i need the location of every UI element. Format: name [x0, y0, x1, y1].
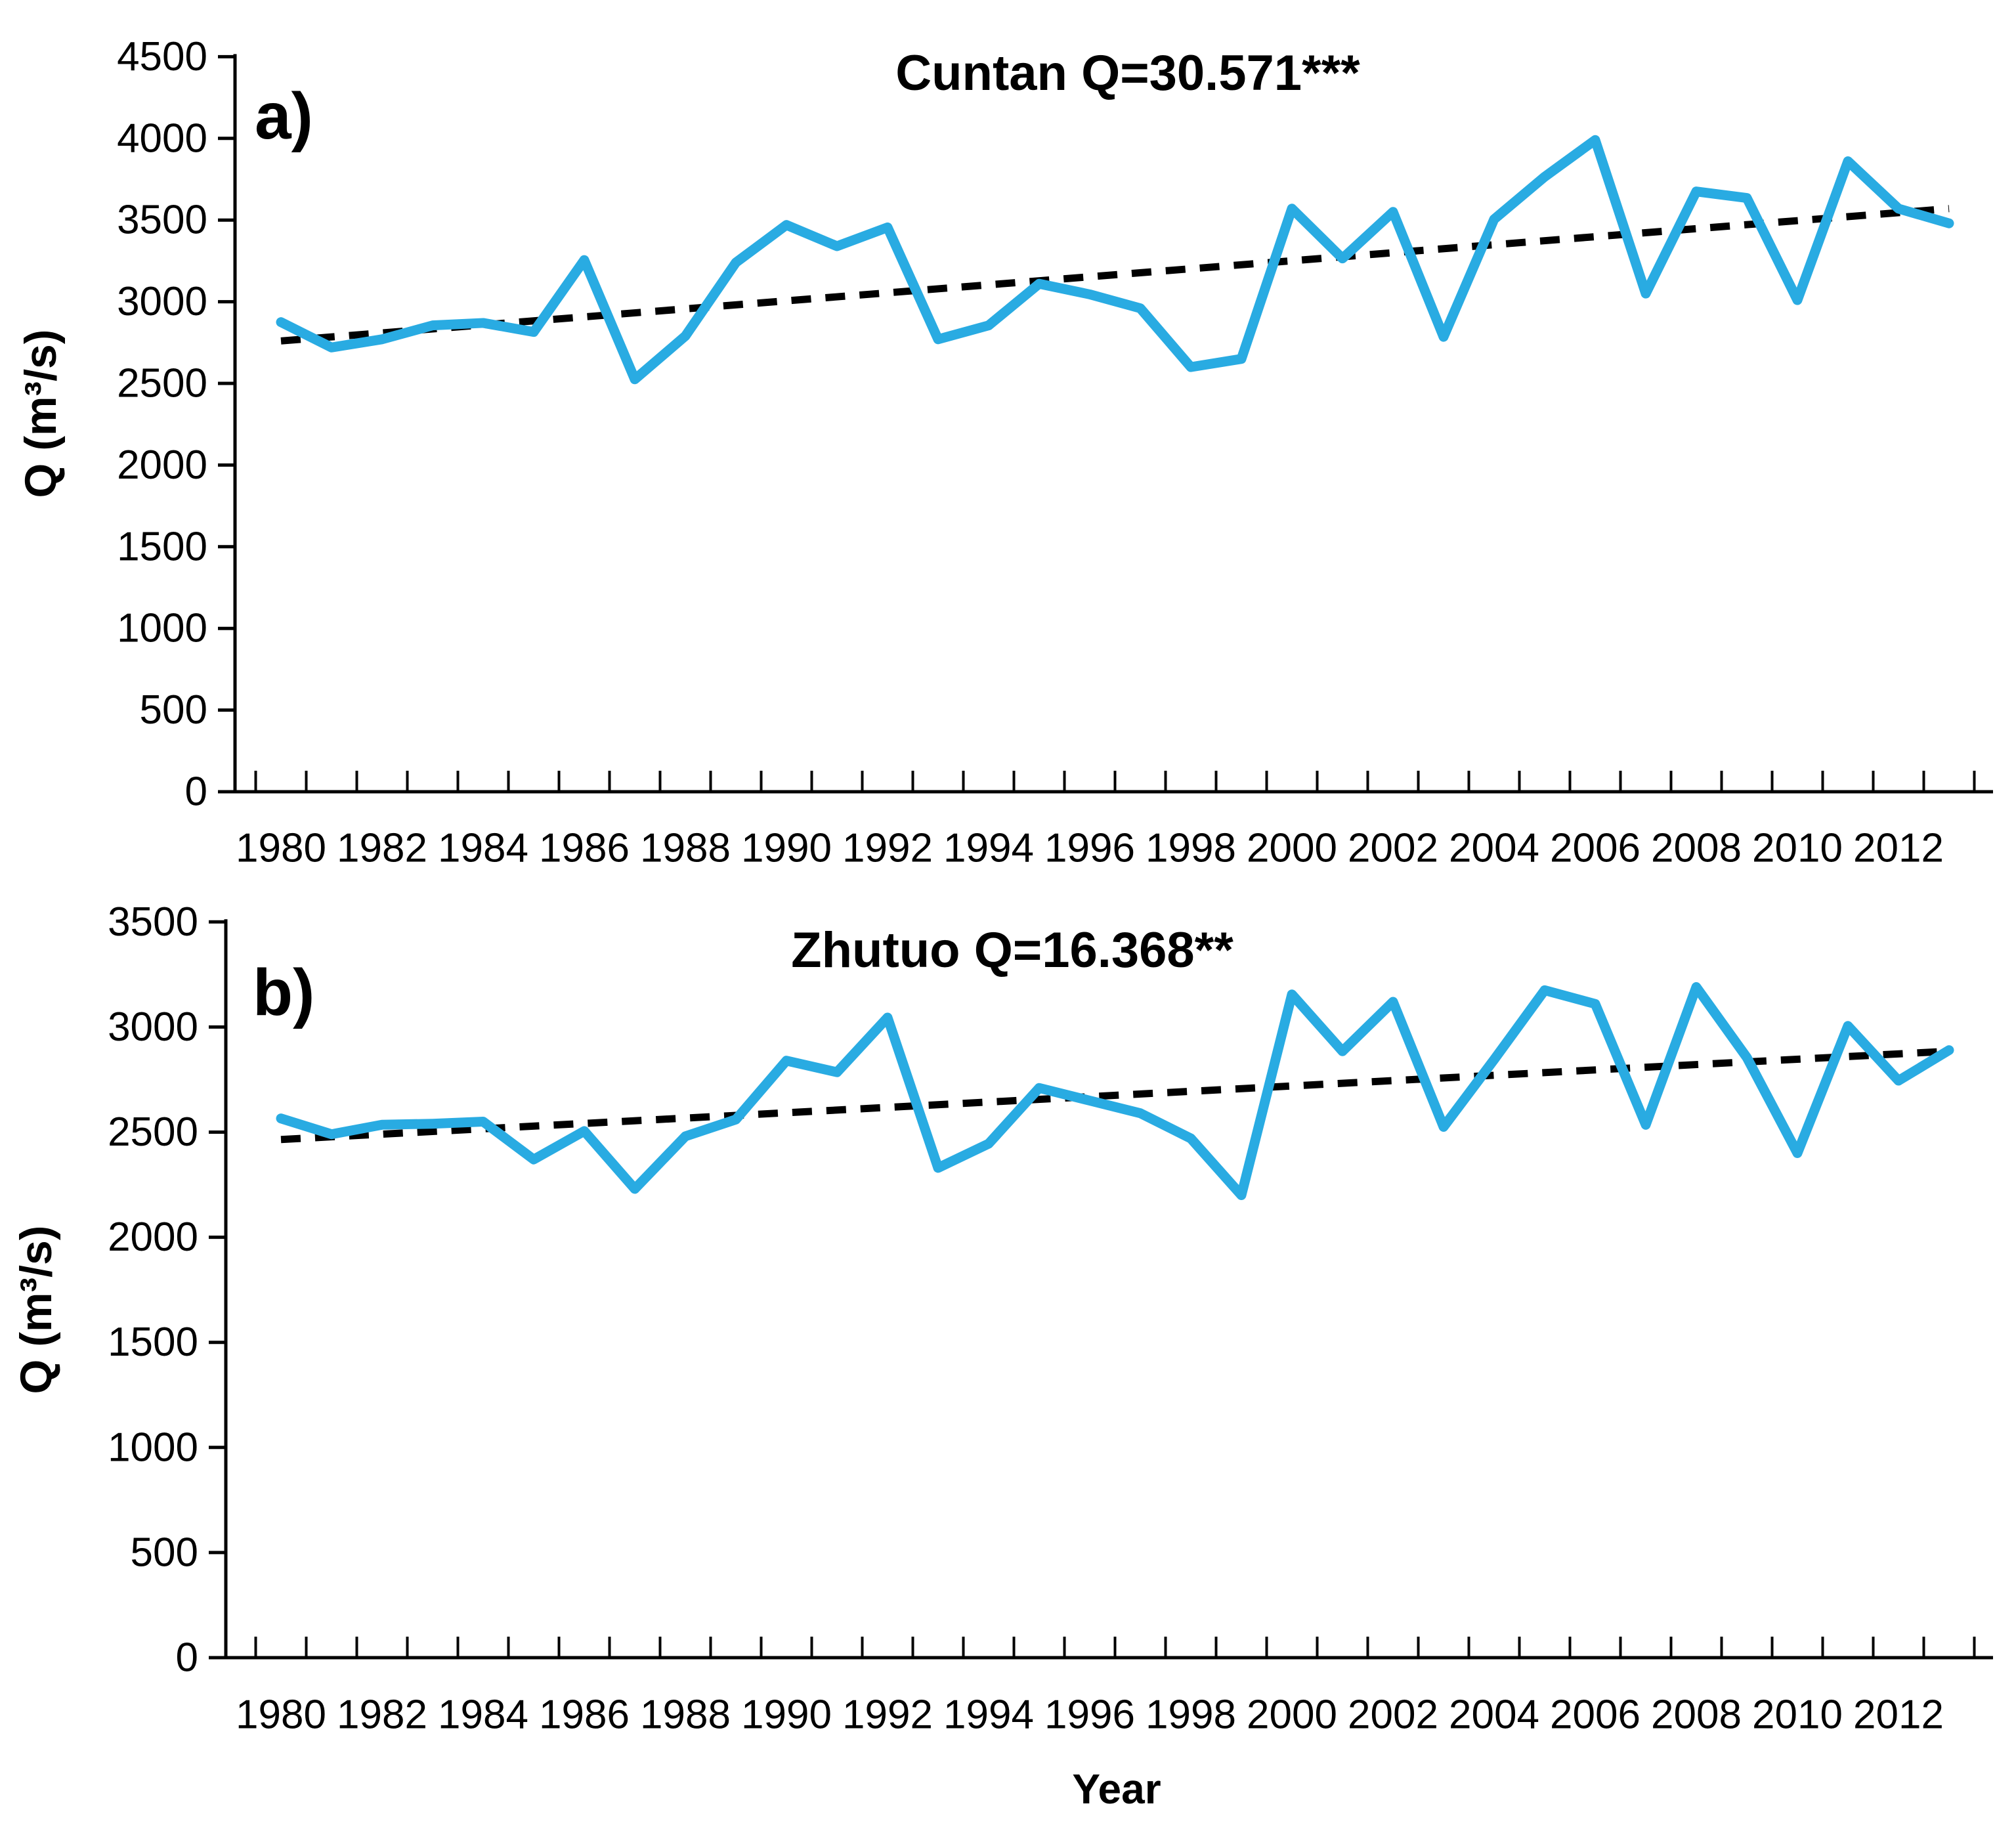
chart-a-x-tick-label: 1996: [1044, 826, 1135, 871]
x-axis-title-year: Year: [1072, 1765, 1161, 1813]
chart-a-series-line: [276, 135, 1954, 385]
chart-b: 0 500 1000 1500 2000 2500 3000 3500 1980 1982 1984…: [108, 899, 1993, 1738]
chart-b-x-tick-label: 1982: [337, 1692, 427, 1738]
chart-b-x-tick-label: 2006: [1550, 1692, 1641, 1738]
chart-b-x-tick-label: 1998: [1146, 1692, 1236, 1738]
chart-a-y-tick-label: 500: [140, 687, 207, 733]
chart-a-y-tick-label: 3000: [117, 279, 207, 324]
chart-a-x-tick-label: 1986: [539, 826, 630, 871]
chart-a-y-tick-label: 2000: [117, 442, 207, 488]
chart-b-panel-label: b): [253, 956, 315, 1029]
chart-a-x-tick-label: 1982: [337, 826, 427, 871]
chart-a-y-tick-label: 2500: [117, 361, 207, 406]
chart-a-x-tick-label: 2002: [1348, 826, 1438, 871]
chart-b-y-axis-title: Q (m³/s): [11, 1225, 61, 1394]
chart-a-x-tick-label: 2004: [1449, 826, 1539, 871]
chart-b-y-tick-label: 2500: [108, 1109, 198, 1155]
chart-b-y-tick-label: 500: [131, 1530, 198, 1575]
chart-a: 0 500 1000 1500 2000 2500 3000 3500 4000 4500 1980…: [117, 34, 1993, 871]
chart-a-x-tick-label: 2010: [1752, 826, 1843, 871]
chart-b-x-tick-label: 1980: [236, 1692, 326, 1738]
chart-b-title: Zhutuo Q=16.368**: [791, 922, 1233, 978]
chart-b-x-tick-label: 1992: [842, 1692, 933, 1738]
chart-b-x-tick-label: 1988: [640, 1692, 731, 1738]
chart-a-y-tick-label: 4500: [117, 34, 207, 79]
chart-a-x-tick-label: 1988: [640, 826, 731, 871]
chart-b-x-tick-label: 1990: [741, 1692, 832, 1738]
chart-a-y-tick-label: 4000: [117, 116, 207, 161]
chart-a-x-tick-label: 2008: [1651, 826, 1742, 871]
chart-a-panel-label: a): [255, 79, 313, 153]
chart-a-x-tick-label: 2012: [1853, 826, 1944, 871]
chart-b-x-tick-label: 2008: [1651, 1692, 1742, 1738]
chart-b-y-tick-label: 1500: [108, 1320, 198, 1365]
chart-b-x-tick-label: 2000: [1247, 1692, 1337, 1738]
chart-a-x-tick-label: 1994: [943, 826, 1034, 871]
chart-b-x-tick-label: 1994: [943, 1692, 1034, 1738]
chart-a-x-tick-label: 2000: [1247, 826, 1337, 871]
chart-a-trend-line: [280, 205, 1950, 345]
chart-a-x-tick-label: 1990: [741, 826, 832, 871]
chart-a-y-tick-label: 0: [185, 769, 207, 815]
chart-b-x-tick-label: 1984: [438, 1692, 528, 1738]
chart-b-x-tick-label: 2002: [1348, 1692, 1438, 1738]
chart-b-x-tick-label: 1986: [539, 1692, 630, 1738]
chart-b-x-tick-label: 2010: [1752, 1692, 1843, 1738]
chart-a-y-tick-label: 1500: [117, 524, 207, 569]
chart-b-y-tick-label: 1000: [108, 1425, 198, 1470]
chart-a-title: Cuntan Q=30.571***: [895, 45, 1360, 101]
chart-b-y-tick-label: 3000: [108, 1004, 198, 1050]
chart-a-x-tick-label: 1998: [1146, 826, 1236, 871]
chart-b-x-tick-label: 1996: [1044, 1692, 1135, 1738]
chart-a-x-tick-label: 1984: [438, 826, 528, 871]
chart-b-y-tick-label: 3500: [108, 899, 198, 945]
chart-a-y-axis-title: Q (m³/s): [16, 329, 66, 498]
chart-a-x-tick-label: 2006: [1550, 826, 1641, 871]
chart-b-series-line: [276, 982, 1954, 1201]
chart-b-y-tick-label: 0: [176, 1635, 198, 1681]
chart-b-trend-line: [280, 1047, 1950, 1144]
chart-a-y-tick-label: 1000: [117, 606, 207, 651]
chart-a-y-tick-label: 3500: [117, 198, 207, 243]
chart-b-x-tick-label: 2004: [1449, 1692, 1539, 1738]
chart-a-x-tick-label: 1992: [842, 826, 933, 871]
chart-b-x-tick-label: 2012: [1853, 1692, 1944, 1738]
chart-b-y-tick-label: 2000: [108, 1215, 198, 1260]
chart-a-x-tick-label: 1980: [236, 826, 326, 871]
